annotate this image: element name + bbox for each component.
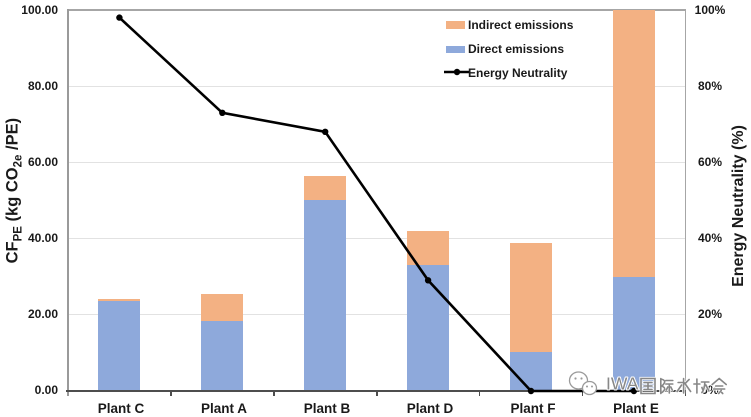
svg-text:IWA: IWA [606, 374, 639, 394]
